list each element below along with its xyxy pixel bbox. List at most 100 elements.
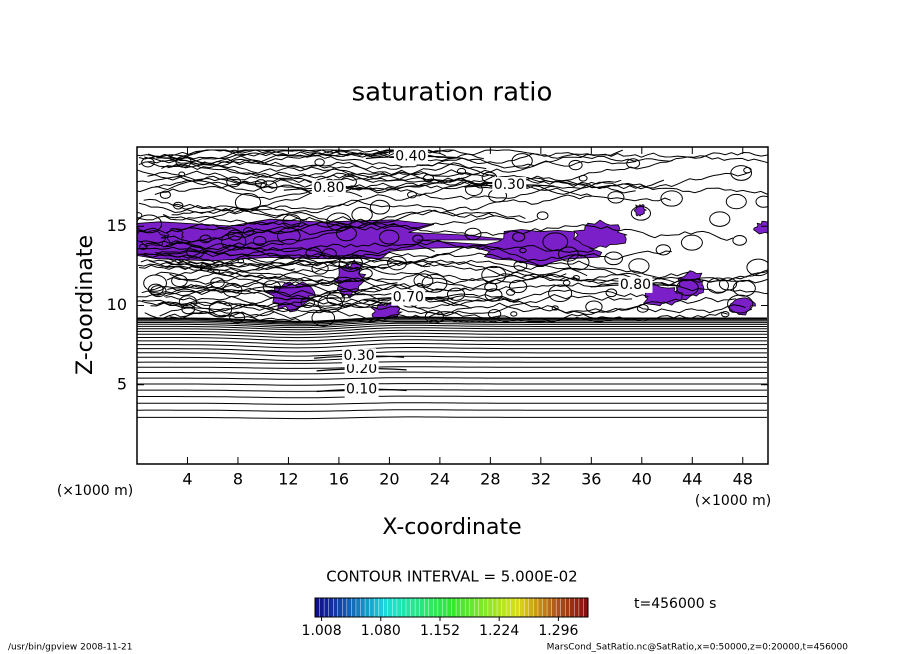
contour-loop — [511, 153, 533, 169]
contour-loop — [676, 279, 699, 296]
contour-loop — [487, 308, 502, 319]
x-tick-label: 20 — [379, 470, 399, 489]
contour-loop — [484, 288, 503, 302]
contour-line — [137, 377, 767, 380]
contour-loop — [655, 244, 671, 256]
colorbar-cell — [373, 597, 380, 618]
contour-label-bg — [393, 148, 428, 165]
contour-line — [137, 343, 767, 349]
supersaturated-region — [753, 220, 768, 235]
supersaturated-region — [573, 219, 628, 250]
colorbar-cell — [496, 597, 503, 618]
y-tick-label: 15 — [107, 216, 127, 235]
contour-line — [137, 244, 595, 270]
contour-line — [147, 162, 496, 185]
contour-loop — [605, 288, 618, 298]
contour-line — [137, 371, 767, 375]
x-tick-label: 16 — [329, 470, 349, 489]
colorbar-tick-label: 1.008 — [302, 623, 342, 639]
contour-label: 0.20 — [346, 361, 377, 377]
colorbar-cell — [364, 597, 371, 618]
contour-loop — [706, 277, 729, 294]
contour-loop — [137, 212, 143, 219]
contour-loop — [732, 279, 756, 297]
contour-loop — [755, 195, 768, 208]
x-tick-label: 8 — [233, 470, 243, 489]
colorbar-cell — [323, 597, 330, 618]
contour-loop — [178, 295, 198, 309]
contour-label-bg — [344, 360, 379, 377]
contour-loop — [732, 235, 747, 246]
contour-loop — [139, 243, 148, 250]
colorbar-cell — [546, 597, 553, 618]
contour-line — [137, 322, 767, 329]
contour-label-bg — [342, 348, 377, 365]
contour-line — [137, 316, 767, 322]
colorbar-tick-label: 1.080 — [361, 623, 401, 639]
contour-loop — [226, 176, 241, 188]
contour-line — [162, 223, 307, 243]
colorbar-tick-label: 1.152 — [420, 623, 460, 639]
contour-loop — [276, 227, 301, 245]
contour-loop — [607, 191, 625, 204]
contour-loop — [220, 232, 247, 251]
contour-label: 0.70 — [393, 290, 424, 306]
contour-line — [137, 361, 767, 364]
contour-loop — [387, 255, 408, 271]
contour-line — [166, 272, 264, 282]
colorbar-cell — [446, 597, 453, 618]
contour-line — [137, 395, 767, 399]
contour-loop — [578, 174, 588, 182]
colorbar-cell — [378, 597, 384, 618]
colorbar-cell — [351, 597, 357, 618]
colorbar-cell — [369, 597, 375, 618]
contour-loop — [542, 232, 569, 252]
x-tick-label: 32 — [531, 470, 551, 489]
x-tick-label: 24 — [430, 470, 450, 489]
contour-loop — [604, 251, 624, 266]
y-unit-label: (×1000 m) — [57, 483, 133, 499]
contour-loop — [222, 282, 243, 298]
colorbar-cell — [483, 597, 489, 618]
contour-line — [141, 287, 736, 315]
contour-loop — [513, 260, 528, 271]
x-tick-label: 44 — [682, 470, 702, 489]
colorbar-cell — [383, 597, 389, 618]
x-tick-label: 36 — [581, 470, 601, 489]
contour-loop — [311, 262, 329, 275]
contour-loop — [421, 274, 448, 293]
contour-loop — [630, 205, 652, 221]
contour-loop — [186, 245, 205, 259]
colorbar: 1.008 1.080 1.152 1.224 1.296 — [302, 597, 589, 639]
contour-loop — [422, 174, 435, 183]
contour-loop — [379, 229, 400, 245]
contour-loop — [321, 248, 337, 260]
colorbar-cell — [401, 597, 407, 618]
contour-line — [137, 327, 767, 333]
contour-loop — [317, 294, 343, 313]
contour-label: 0.30 — [494, 177, 525, 193]
contour-loop — [351, 206, 373, 223]
colorbar-cell — [333, 597, 339, 618]
contour-line — [169, 273, 398, 294]
contour-line — [137, 209, 495, 229]
contour-loop — [572, 275, 580, 281]
contour-loop — [558, 246, 579, 262]
contour-loop — [252, 235, 267, 246]
contour-line — [137, 169, 768, 200]
colorbar-cell — [455, 597, 462, 618]
contour-loop — [508, 279, 528, 294]
contour-loop — [311, 309, 336, 327]
colorbar-cell — [551, 597, 557, 618]
x-tick-label: 48 — [733, 470, 753, 489]
contour-loop — [680, 234, 703, 251]
contour-loop — [172, 201, 184, 210]
contour-line — [137, 355, 767, 362]
contour-loop — [510, 311, 518, 317]
contour-label-bg — [618, 276, 653, 293]
contour-loop — [358, 268, 373, 279]
contour-line — [138, 202, 734, 241]
y-tick-label: 10 — [107, 295, 127, 314]
contour-line — [144, 303, 613, 323]
contour-loop — [660, 190, 683, 207]
